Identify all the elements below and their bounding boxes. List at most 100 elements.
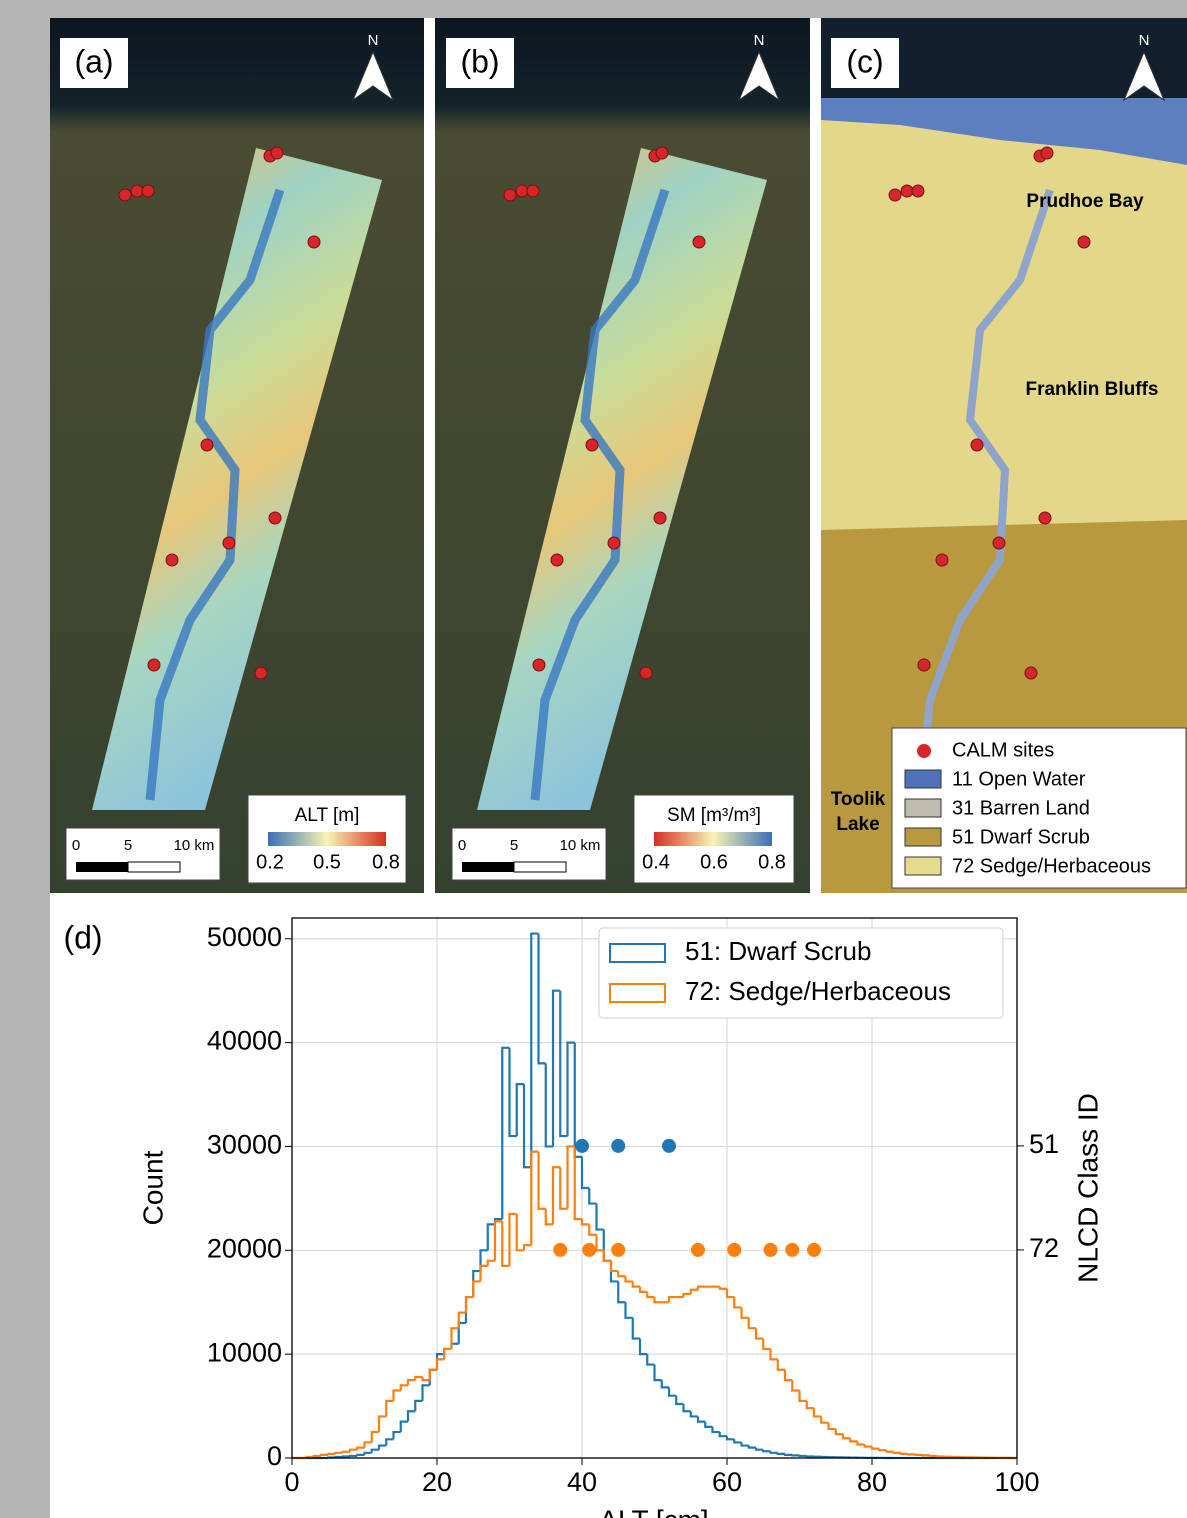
- x-tick-label: 20: [422, 1467, 452, 1497]
- calm-point: [553, 1243, 567, 1257]
- histogram-step: [785, 1454, 792, 1455]
- calm-site: [504, 189, 516, 201]
- landcover-legend: CALM sites 11 Open Water 31 Barren Land …: [892, 728, 1186, 888]
- calm-site: [656, 147, 668, 159]
- y-tick-label: 40000: [207, 1026, 282, 1056]
- colorbar-tick: 0.4: [642, 851, 670, 873]
- calm-point: [662, 1139, 676, 1153]
- calm-site: [1041, 147, 1053, 159]
- place-name: Franklin Bluffs: [1025, 379, 1158, 400]
- legend-swatch: [905, 857, 941, 875]
- panel-label: (b): [460, 43, 499, 79]
- calm-site: [608, 537, 620, 549]
- calm-site: [516, 185, 528, 197]
- x-tick-label: 40: [567, 1467, 597, 1497]
- colorbar-tick: 0.8: [372, 851, 400, 873]
- north-label: N: [368, 32, 379, 49]
- colorbar-tick: 0.6: [700, 851, 728, 873]
- legend-swatch: [905, 828, 941, 846]
- y-tick-label: 50000: [207, 922, 282, 952]
- calm-site: [223, 537, 235, 549]
- calm-point: [785, 1243, 799, 1257]
- legend-label: 51 Dwarf Scrub: [952, 826, 1090, 848]
- scalebar-label: 5: [124, 837, 132, 854]
- y-tick-label: 10000: [207, 1337, 282, 1367]
- x-axis-label: ALT [cm]: [599, 1504, 708, 1518]
- histogram-step: [937, 1456, 944, 1457]
- legend-label: CALM sites: [952, 739, 1054, 761]
- panel-label: (c): [846, 43, 883, 79]
- colorbar-tick: 0.8: [758, 851, 786, 873]
- scalebar-b: 0 5 10 km: [452, 828, 606, 880]
- calm-point: [691, 1243, 705, 1257]
- legend-label: 72 Sedge/Herbaceous: [952, 855, 1151, 877]
- colorbar-title: SM [m³/m³]: [667, 805, 761, 826]
- x-tick-label: 0: [284, 1467, 299, 1497]
- calm-site: [889, 189, 901, 201]
- map-panel-a: [50, 18, 424, 893]
- calm-site: [1078, 236, 1090, 248]
- colorbar-tick: 0.5: [313, 851, 341, 873]
- histogram-step: [321, 1455, 328, 1456]
- calm-site: [551, 554, 563, 566]
- y-tick-label: 20000: [207, 1233, 282, 1263]
- colorbar-tick: 0.2: [256, 851, 284, 873]
- page: (a) (b) (c) N N N ALT [m] 0.2 0.5 0.8 SM…: [0, 0, 1187, 1518]
- scalebar-label: 10 km: [560, 837, 601, 854]
- place-name: Lake: [836, 814, 879, 835]
- histogram-step: [778, 1453, 785, 1454]
- panel-separator: [424, 18, 435, 893]
- calm-site: [1025, 667, 1037, 679]
- histogram-step: [923, 1455, 930, 1456]
- histogram-step: [350, 1456, 357, 1457]
- y2-axis-label: NLCD Class ID: [1072, 1093, 1103, 1283]
- y2-tick-label: 51: [1029, 1129, 1059, 1159]
- panel-label: (d): [63, 919, 102, 955]
- panel-label: (a): [74, 43, 113, 79]
- calm-site: [693, 236, 705, 248]
- histogram-step: [343, 1456, 350, 1457]
- place-name: Prudhoe Bay: [1026, 191, 1144, 212]
- calm-site: [255, 667, 267, 679]
- x-tick-label: 60: [712, 1467, 742, 1497]
- colorbar: [654, 832, 772, 846]
- histogram-step: [901, 1453, 908, 1454]
- histogram-step: [800, 1455, 807, 1456]
- scalebar-bar: [128, 862, 180, 872]
- calm-site: [142, 185, 154, 197]
- histogram-step: [336, 1453, 343, 1454]
- calm-site: [912, 185, 924, 197]
- calm-site: [269, 512, 281, 524]
- histogram-step: [357, 1455, 364, 1456]
- calm-point: [575, 1139, 589, 1153]
- scalebar-bar: [76, 862, 128, 872]
- calm-site: [586, 439, 598, 451]
- legend-swatch: [905, 799, 941, 817]
- calm-site: [654, 512, 666, 524]
- legend-marker: [917, 744, 931, 758]
- calm-site: [271, 147, 283, 159]
- calm-point: [807, 1243, 821, 1257]
- histogram-step: [328, 1454, 335, 1455]
- legend-swatch: [905, 770, 941, 788]
- north-label: N: [754, 32, 765, 49]
- place-name: Toolik: [831, 789, 886, 810]
- histogram-step: [930, 1455, 937, 1456]
- histogram-step: [908, 1454, 915, 1455]
- calm-site: [308, 236, 320, 248]
- calm-site: [527, 185, 539, 197]
- calm-point: [582, 1243, 596, 1257]
- y-tick-label: 0: [267, 1441, 282, 1471]
- legend-label: 11 Open Water: [952, 768, 1086, 790]
- histogram-step: [314, 1456, 321, 1457]
- scalebar-label: 5: [510, 837, 518, 854]
- scalebar-bar: [462, 862, 514, 872]
- north-label: N: [1139, 32, 1150, 49]
- calm-site: [1039, 512, 1051, 524]
- calm-site: [533, 659, 545, 671]
- panel-separator: [810, 18, 821, 893]
- map-panel-b: [435, 18, 810, 893]
- calm-site: [971, 439, 983, 451]
- y-axis-label: Count: [137, 1150, 168, 1225]
- calm-point: [727, 1243, 741, 1257]
